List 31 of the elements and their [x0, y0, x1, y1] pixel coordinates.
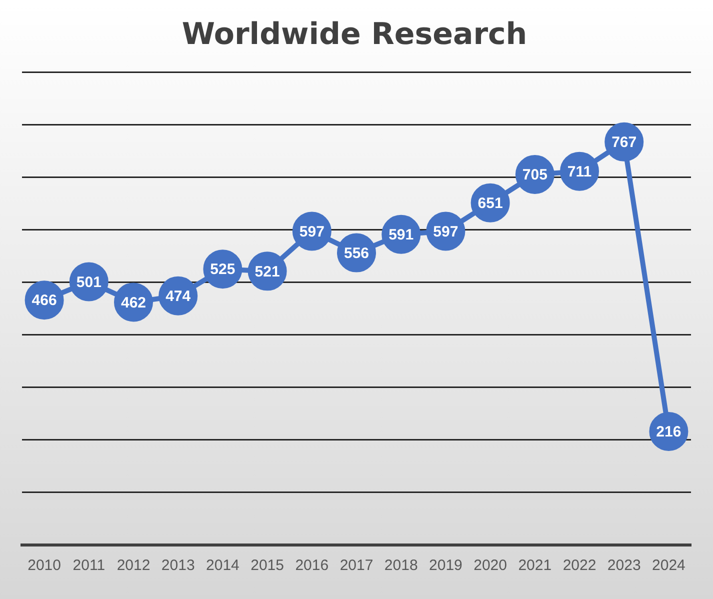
data-label: 521 — [254, 263, 280, 280]
data-label: 474 — [166, 288, 192, 306]
x-tick-label: 2016 — [295, 557, 329, 574]
x-tick-label: 2024 — [652, 557, 686, 574]
data-label: 705 — [522, 166, 548, 184]
chart-title: Worldwide Research — [182, 16, 528, 52]
data-label: 501 — [76, 274, 102, 291]
x-tick-label: 2020 — [474, 557, 507, 574]
x-tick-label: 2014 — [206, 557, 240, 574]
x-tick-label: 2010 — [28, 557, 61, 574]
data-label: 216 — [656, 424, 682, 441]
x-tick-label: 2018 — [384, 557, 418, 574]
data-label: 556 — [344, 244, 370, 262]
data-label: 597 — [433, 223, 458, 240]
data-label: 591 — [388, 226, 414, 244]
data-label: 651 — [478, 195, 503, 212]
x-tick-label: 2023 — [607, 557, 641, 574]
data-label: 525 — [210, 261, 236, 278]
data-label: 462 — [120, 294, 146, 312]
x-tick-label: 2017 — [340, 557, 374, 574]
x-tick-label: 2015 — [250, 557, 284, 574]
data-label: 597 — [299, 223, 324, 240]
x-tick-label: 2021 — [518, 557, 552, 574]
x-tick-label: 2022 — [562, 557, 596, 574]
x-tick-label: 2013 — [161, 557, 195, 574]
x-tick-label: 2019 — [429, 557, 462, 574]
x-tick-label: 2012 — [116, 557, 150, 574]
data-label: 767 — [612, 134, 637, 152]
data-label: 711 — [567, 163, 592, 180]
x-tick-label: 2011 — [72, 557, 106, 574]
data-label: 466 — [32, 292, 57, 310]
